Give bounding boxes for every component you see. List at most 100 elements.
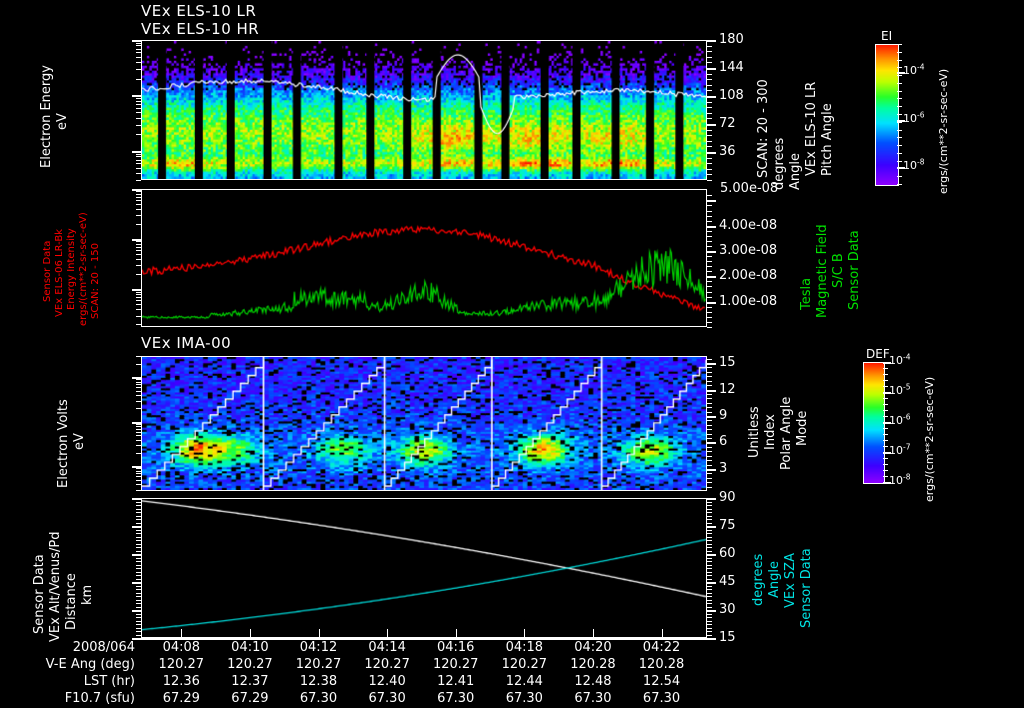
tick-minor <box>707 451 712 452</box>
tick-minor <box>136 356 141 357</box>
panel2-top-tick-label: 5.00e-08 <box>720 181 779 196</box>
tick-minor <box>136 593 141 594</box>
tick-minor <box>136 304 141 305</box>
panel2-left-axis-label-3: Energy Intensity <box>66 228 77 310</box>
tick-minor <box>136 426 141 427</box>
tick-minor <box>136 540 141 541</box>
tick-minor <box>707 638 712 639</box>
tick-minor <box>707 359 712 360</box>
tick-minor <box>707 281 712 282</box>
colorbar-def-tick-label: 10-6 <box>889 412 911 427</box>
tick-label: 36 <box>719 144 736 159</box>
colorbar-tick-minor <box>897 184 902 185</box>
tick-minor <box>136 364 141 365</box>
bottom-cell-veang: 120.27 <box>158 657 205 672</box>
tick-minor <box>707 107 712 108</box>
colorbar-def[interactable] <box>863 362 885 484</box>
tick-minor <box>707 565 712 566</box>
tick-label: 180 <box>719 32 744 47</box>
tick-major <box>707 251 716 253</box>
tick-minor <box>136 241 141 242</box>
tick-minor <box>136 247 141 248</box>
bottom-cell-time: 04:10 <box>231 640 269 655</box>
tick-minor <box>136 638 141 639</box>
tick-minor <box>136 509 141 510</box>
bottom-cell-time: 04:22 <box>642 640 681 655</box>
tick-minor <box>136 568 141 569</box>
tick-minor <box>136 554 141 555</box>
tick-minor <box>136 429 141 430</box>
tick-minor <box>707 398 712 399</box>
tick-minor <box>136 104 141 105</box>
tick-minor <box>136 43 141 44</box>
tick-minor <box>707 447 712 448</box>
tick-minor <box>707 442 712 443</box>
tick-minor <box>136 575 141 576</box>
tick-major <box>707 554 716 556</box>
tick-minor <box>136 265 141 266</box>
colorbar-tick-minor <box>897 91 902 92</box>
panel3-title: VEx IMA-00 <box>141 334 232 352</box>
tick-minor <box>136 621 141 622</box>
colorbar-ei[interactable] <box>875 44 899 186</box>
tick-minor <box>136 468 141 469</box>
bottom-cell-f107: 67.30 <box>574 691 612 706</box>
tick-minor <box>707 307 712 308</box>
bottom-cell-time: 04:08 <box>162 640 201 655</box>
tick-minor <box>136 424 141 425</box>
colorbar-tick <box>883 362 891 364</box>
panel1-title-line1: VEx ELS-10 LR <box>141 2 257 20</box>
panel3-spectrogram[interactable] <box>141 356 707 491</box>
tick-minor <box>136 476 141 477</box>
panel4-right-axis-label-1: Sensor Data <box>799 548 814 628</box>
bottom-cell-f107: 67.30 <box>642 691 681 706</box>
panel3-left-axis-label-1: Electron Volts <box>56 399 71 488</box>
time-axis-tick <box>524 629 525 638</box>
tick-minor <box>136 600 141 601</box>
tick-minor <box>707 469 712 470</box>
tick-minor <box>136 512 141 513</box>
panel1-title-line2: VEx ELS-10 HR <box>141 20 260 38</box>
tick-minor <box>707 512 712 513</box>
tick-minor <box>707 226 712 227</box>
panel2-right-axis-label-2: S/C B <box>831 253 846 288</box>
panel4-timeseries[interactable] <box>141 498 707 638</box>
tick-minor <box>707 607 712 608</box>
tick-minor <box>707 246 712 247</box>
tick-minor <box>707 579 712 580</box>
colorbar-tick-minor <box>883 398 888 399</box>
colorbar-tick <box>883 392 891 394</box>
tick-minor <box>707 163 712 164</box>
tick-minor <box>707 62 712 63</box>
panel4-left-axis-label-1: Sensor Data <box>32 554 47 634</box>
tick-major <box>132 554 141 556</box>
colorbar-tick-minor <box>883 374 888 375</box>
colorbar-def-gradient <box>864 363 884 483</box>
bottom-cell-veang: 120.27 <box>364 657 410 672</box>
tick-minor <box>136 300 141 301</box>
tick-major <box>132 582 141 584</box>
bottom-cell-lst: 12.36 <box>162 674 200 689</box>
bottom-cell-lst: 12.37 <box>231 674 269 689</box>
colorbar-tick-minor <box>883 422 888 423</box>
panel3-canvas <box>142 357 706 490</box>
tick-minor <box>707 302 712 303</box>
tick-minor <box>707 68 712 69</box>
tick-minor <box>136 490 141 491</box>
colorbar-tick <box>897 72 905 74</box>
tick-minor <box>707 519 712 520</box>
panel2-timeseries[interactable] <box>141 189 707 327</box>
tick-major <box>132 289 141 291</box>
panel1-spectrogram[interactable] <box>141 40 707 180</box>
tick-minor <box>136 160 141 161</box>
tick-minor <box>707 586 712 587</box>
tick-minor <box>136 617 141 618</box>
tick-minor <box>136 579 141 580</box>
tick-minor <box>136 52 141 53</box>
tick-minor <box>136 484 141 485</box>
colorbar-tick-minor <box>897 83 902 84</box>
tick-minor <box>136 551 141 552</box>
panel4-left-axis-label-4: km <box>80 584 95 605</box>
bottom-cell-time: 04:18 <box>505 640 544 655</box>
tick-minor <box>707 236 712 237</box>
